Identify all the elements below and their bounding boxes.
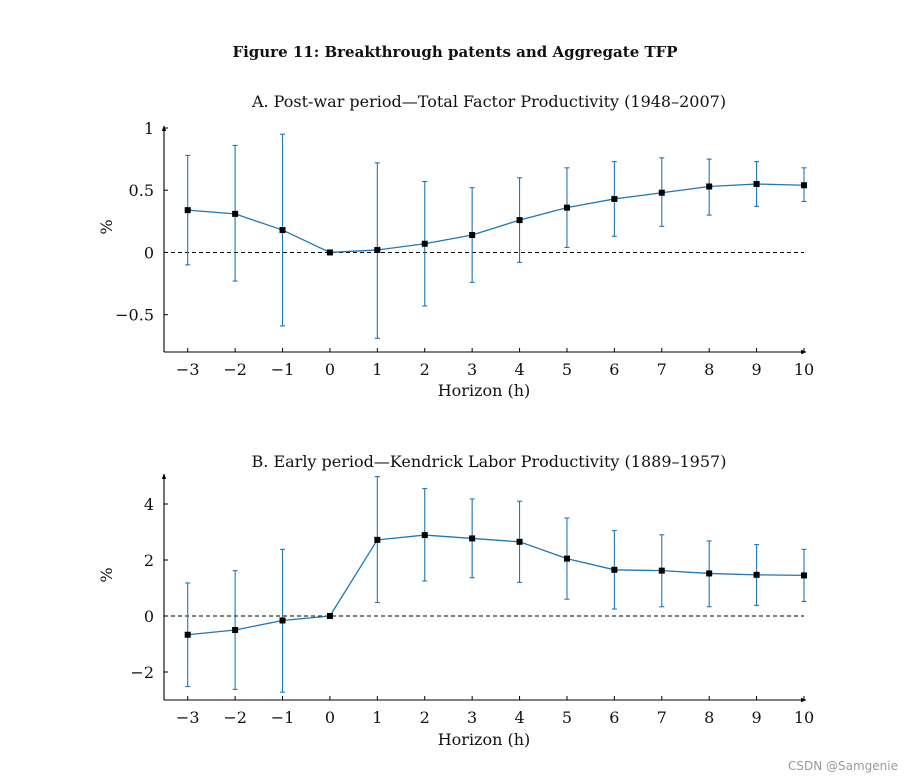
x-axis-label: Horizon (h) — [438, 381, 531, 400]
series-line — [187, 534, 805, 636]
x-tick-label: 6 — [609, 360, 619, 379]
x-tick-label: 4 — [514, 360, 524, 379]
y-tick-label: 0 — [144, 243, 154, 262]
y-tick-label: 4 — [144, 495, 154, 514]
data-point-marker — [279, 617, 286, 624]
x-tick-label: 9 — [751, 360, 761, 379]
x-tick-label: 2 — [420, 708, 430, 727]
data-point-marker — [658, 189, 665, 196]
y-axis-label: % — [97, 567, 116, 582]
data-point-marker — [611, 566, 618, 573]
y-tick-label: 2 — [144, 551, 154, 570]
x-tick-label: 8 — [704, 708, 714, 727]
x-tick-label: 5 — [562, 360, 572, 379]
data-point-marker — [611, 195, 618, 202]
data-point-marker — [801, 182, 807, 189]
y-tick-label: 0.5 — [129, 181, 154, 200]
data-point-marker — [374, 246, 381, 253]
x-tick-label: 2 — [420, 360, 430, 379]
data-point-marker — [326, 613, 333, 619]
x-tick-label: −3 — [176, 360, 200, 379]
figure-title: Figure 11: Breakthrough patents and Aggr… — [232, 43, 678, 61]
x-tick-label: 10 — [794, 360, 814, 379]
data-point-marker — [469, 232, 476, 239]
x-tick-label: 3 — [467, 708, 477, 727]
data-point-marker — [706, 570, 713, 577]
x-tick-label: 9 — [751, 708, 761, 727]
x-tick-label: 3 — [467, 360, 477, 379]
data-point-marker — [374, 536, 381, 543]
series-line — [187, 183, 805, 254]
x-tick-label: −3 — [176, 708, 200, 727]
data-point-marker — [184, 207, 191, 214]
x-tick-label: 4 — [514, 708, 524, 727]
x-tick-label: 7 — [657, 360, 667, 379]
chart-panel-b: B. Early period—Kendrick Labor Productiv… — [97, 452, 814, 749]
y-tick-label: 0 — [144, 607, 154, 626]
data-point-marker — [753, 571, 760, 578]
y-tick-label: −0.5 — [115, 306, 154, 325]
data-point-marker — [801, 572, 807, 579]
y-tick-label: 1 — [144, 119, 154, 138]
watermark: CSDN @Samgenie — [787, 759, 898, 773]
x-tick-label: 8 — [704, 360, 714, 379]
data-point-marker — [279, 227, 286, 234]
data-point-marker — [563, 204, 570, 211]
data-point-marker — [326, 249, 333, 256]
x-tick-label: 1 — [372, 708, 382, 727]
data-point-marker — [421, 532, 428, 539]
x-tick-label: −1 — [271, 708, 295, 727]
data-point-marker — [563, 555, 570, 562]
panel-title: A. Post-war period—Total Factor Producti… — [251, 92, 726, 111]
data-point-marker — [658, 567, 665, 574]
x-tick-label: 7 — [657, 708, 667, 727]
x-tick-label: 6 — [609, 708, 619, 727]
data-point-marker — [753, 181, 760, 187]
data-point-marker — [469, 535, 476, 542]
panel-title: B. Early period—Kendrick Labor Productiv… — [252, 452, 727, 471]
x-tick-label: −1 — [271, 360, 295, 379]
x-tick-label: 1 — [372, 360, 382, 379]
data-point-marker — [232, 627, 239, 633]
x-axis-label: Horizon (h) — [438, 730, 531, 749]
y-tick-label: −2 — [130, 663, 154, 682]
data-point-marker — [516, 538, 523, 545]
x-tick-label: −2 — [223, 708, 247, 727]
data-point-marker — [184, 631, 191, 638]
data-point-marker — [516, 217, 523, 224]
x-tick-label: 5 — [562, 708, 572, 727]
data-point-marker — [706, 183, 713, 190]
data-point-marker — [421, 240, 428, 247]
x-tick-label: 0 — [325, 708, 335, 727]
y-axis-label: % — [97, 219, 116, 234]
data-point-marker — [232, 210, 239, 217]
x-tick-label: −2 — [223, 360, 247, 379]
chart-panel-a: A. Post-war period—Total Factor Producti… — [97, 92, 814, 400]
x-tick-label: 10 — [794, 708, 814, 727]
x-tick-label: 0 — [325, 360, 335, 379]
